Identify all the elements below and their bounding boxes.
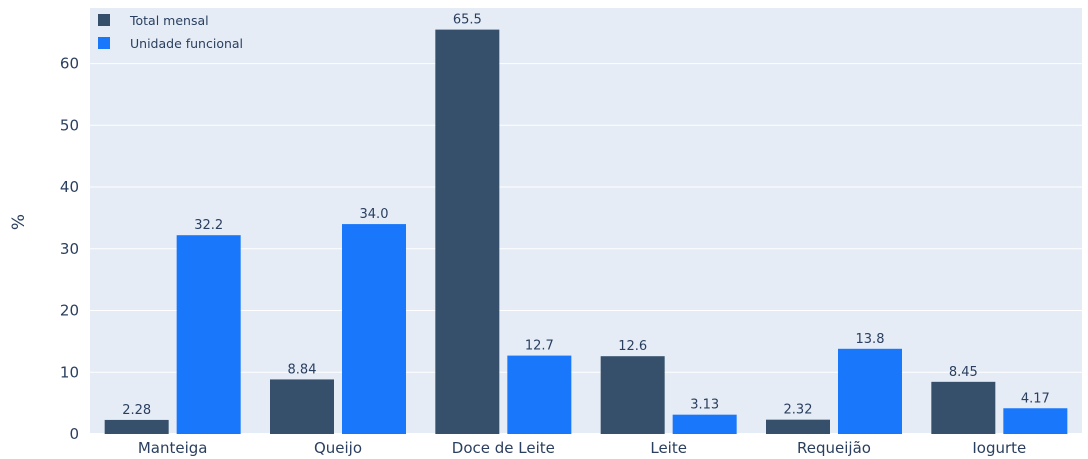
bar-value-label: 3.13 [690,398,719,413]
bar-total-mensal[interactable] [766,419,830,434]
plot-area [90,8,1082,434]
legend-item[interactable]: Unidade funcional [98,36,243,51]
bar-value-label: 8.84 [288,362,317,377]
legend-item[interactable]: Total mensal [98,13,209,28]
y-tick-label: 10 [60,363,79,381]
bar-value-label: 65.5 [453,13,482,28]
y-tick-label: 0 [69,425,79,443]
x-category-label: Queijo [314,439,362,457]
legend-swatch [98,37,110,49]
bar-value-label: 32.2 [194,218,223,233]
bar-unidade-funcional[interactable] [838,348,902,434]
bar-total-mensal[interactable] [600,356,665,434]
legend[interactable]: Total mensal Unidade funcional [98,13,243,51]
bar-value-label: 34.0 [360,207,389,222]
bar-value-label: 2.32 [784,403,813,418]
bar-total-mensal[interactable] [435,29,500,434]
x-category-label: Doce de Leite [452,439,555,457]
bar-value-label: 12.6 [618,339,647,354]
y-axis-title: % [9,214,29,230]
bar-value-label: 13.8 [856,332,885,347]
bar-unidade-funcional[interactable] [507,355,572,434]
legend-label: Unidade funcional [130,36,243,51]
bar-value-label: 8.45 [949,365,978,380]
bar-total-mensal[interactable] [270,379,334,434]
y-tick-label: 50 [60,116,79,134]
x-category-label: Requeijão [797,439,871,457]
x-category-label: Manteiga [138,439,208,457]
bars [104,29,1068,434]
bar-total-mensal[interactable] [104,419,169,434]
y-tick-label: 40 [60,178,79,196]
bar-unidade-funcional[interactable] [342,224,406,434]
y-tick-label: 60 [60,55,79,73]
bar-unidade-funcional[interactable] [1003,408,1068,434]
bar-value-label: 12.7 [525,339,554,354]
bar-value-label: 4.17 [1021,391,1050,406]
x-category-label: Iogurte [972,439,1026,457]
y-axis: 0 10 20 30 40 50 60 [60,55,79,443]
bar-unidade-funcional[interactable] [672,414,737,434]
legend-swatch [98,14,110,26]
data-labels: 2.28 32.2 8.84 34.0 65.5 12.7 12.6 3.13 2.32 13.8… [122,13,1050,418]
y-tick-label: 20 [60,302,79,320]
x-axis: Manteiga Queijo Doce de Leite Leite Requeijã… [138,439,1026,457]
bar-value-label: 2.28 [122,403,151,418]
y-tick-label: 30 [60,240,79,258]
legend-label: Total mensal [129,13,209,28]
bar-total-mensal[interactable] [931,381,996,434]
bar-unidade-funcional[interactable] [176,235,241,434]
x-category-label: Leite [650,439,687,457]
gridlines [90,63,1082,435]
